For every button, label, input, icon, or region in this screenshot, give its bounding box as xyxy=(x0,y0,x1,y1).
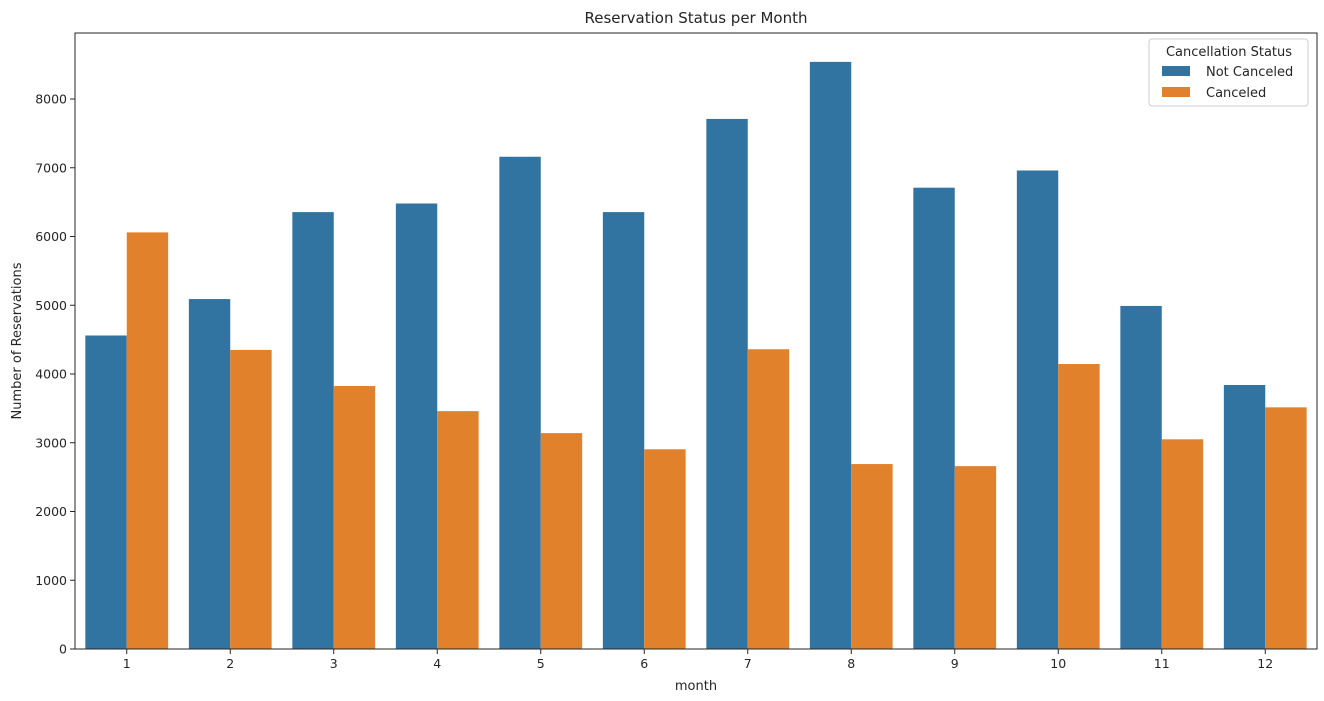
bar-canceled-month-11 xyxy=(1161,439,1204,649)
bar-canceled-month-5 xyxy=(540,433,583,650)
x-tick-label-5: 5 xyxy=(537,656,545,671)
x-tick-label-3: 3 xyxy=(330,656,338,671)
bar-not-canceled-month-9 xyxy=(913,187,955,649)
bar-not-canceled-month-5 xyxy=(499,156,541,649)
bar-canceled-month-7 xyxy=(747,349,790,649)
bar-canceled-month-4 xyxy=(437,411,479,650)
bar-not-canceled-month-2 xyxy=(188,299,231,649)
x-tick-label-6: 6 xyxy=(640,656,648,671)
y-tick-label-8000: 8000 xyxy=(35,92,67,107)
bar-not-canceled-month-10 xyxy=(1016,170,1059,649)
legend-title: Cancellation Status xyxy=(1166,45,1292,60)
x-tick-label-9: 9 xyxy=(951,656,959,671)
x-tick-label-12: 12 xyxy=(1257,656,1273,671)
x-tick-label-10: 10 xyxy=(1050,656,1066,671)
legend-label-not-canceled: Not Canceled xyxy=(1206,65,1293,80)
legend: Cancellation Status Not Canceled Cancele… xyxy=(1148,38,1309,107)
y-tick-label-4000: 4000 xyxy=(35,367,67,382)
legend-label-canceled: Canceled xyxy=(1206,86,1266,101)
chart-title: Reservation Status per Month xyxy=(584,9,807,27)
bar-canceled-month-10 xyxy=(1058,364,1100,649)
y-tick-label-6000: 6000 xyxy=(35,229,67,244)
bar-not-canceled-month-12 xyxy=(1223,385,1266,649)
plot-frame xyxy=(74,32,1318,650)
x-axis-label: month xyxy=(675,679,717,694)
x-tick-label-7: 7 xyxy=(744,656,752,671)
y-tick-label-5000: 5000 xyxy=(35,298,67,313)
bar-canceled-month-3 xyxy=(333,386,376,649)
bar-canceled-month-12 xyxy=(1265,407,1307,649)
x-tick-label-4: 4 xyxy=(433,656,441,671)
bar-not-canceled-month-1 xyxy=(85,335,127,649)
y-axis-label: Number of Reservations xyxy=(10,262,25,419)
y-tick-label-1000: 1000 xyxy=(35,573,67,588)
y-tick-label-7000: 7000 xyxy=(35,160,67,175)
x-tick-label-1: 1 xyxy=(123,656,131,671)
x-tick-label-2: 2 xyxy=(226,656,234,671)
x-tick-label-8: 8 xyxy=(847,656,855,671)
y-tick-label-2000: 2000 xyxy=(35,504,67,519)
legend-swatch-not-canceled xyxy=(1162,66,1190,76)
bar-canceled-month-1 xyxy=(126,232,169,650)
bar-canceled-month-8 xyxy=(851,464,893,649)
bar-not-canceled-month-7 xyxy=(706,118,748,649)
y-tick-label-0: 0 xyxy=(59,642,67,657)
legend-swatch-canceled xyxy=(1162,87,1190,97)
bar-not-canceled-month-11 xyxy=(1120,305,1162,649)
x-tick-label-11: 11 xyxy=(1154,656,1170,671)
bar-canceled-month-2 xyxy=(230,349,272,649)
bars-group xyxy=(85,61,1307,650)
bar-not-canceled-month-4 xyxy=(395,203,438,649)
y-tick-label-3000: 3000 xyxy=(35,435,67,450)
x-axis: 1 2 3 4 5 6 7 8 9 10 11 12 xyxy=(123,649,1273,671)
bar-canceled-month-9 xyxy=(954,466,997,650)
bar-not-canceled-month-3 xyxy=(292,212,334,649)
bar-canceled-month-6 xyxy=(644,449,686,649)
bar-not-canceled-month-8 xyxy=(809,61,852,650)
y-axis: 0 1000 2000 3000 4000 5000 6000 7000 8000 xyxy=(35,92,75,657)
bar-not-canceled-month-6 xyxy=(602,212,645,649)
